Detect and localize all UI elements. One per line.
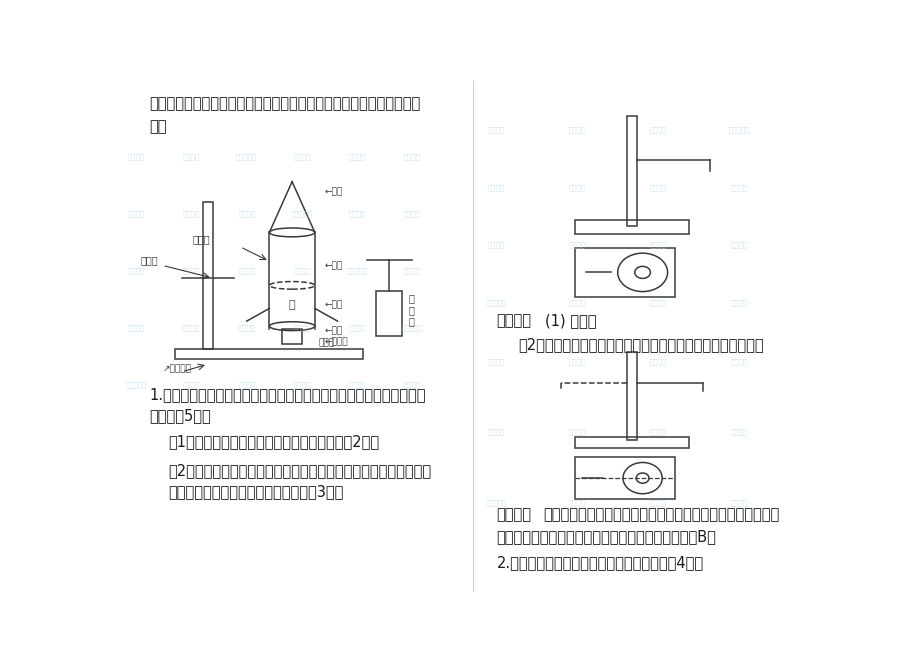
Text: 1.仔细观察发射架（由底座、支架、铁圈组成）的结构设计，完成以下: 1.仔细观察发射架（由底座、支架、铁圈组成）的结构设计，完成以下 [149,387,425,402]
Text: 2.请用方框图描述水火箭发射操作的流程。（4分）: 2.请用方框图描述水火箭发射操作的流程。（4分） [496,555,703,570]
Text: 构设计、绘制技术图样的综合实践能力。水平层次：B。: 构设计、绘制技术图样的综合实践能力。水平层次：B。 [496,529,716,545]
Text: 各题。（5分）: 各题。（5分） [149,408,210,424]
Text: 空。: 空。 [149,119,166,134]
Text: （1）简要指出发射架结构主要存在的问题。（2分）: （1）简要指出发射架结构主要存在的问题。（2分） [168,435,380,450]
Text: (1) 不稳定: (1) 不稳定 [544,313,596,328]
Text: 【说明】: 【说明】 [496,507,531,523]
Text: 饮料瓶中水在高压气体的作用下快速喷出，产生反冲力使水火箭发射升: 饮料瓶中水在高压气体的作用下快速喷出，产生反冲力使水火箭发射升 [149,96,420,111]
Text: 结构的稳定性、三视图及其画法。考查学生发现问题、进行结: 结构的稳定性、三视图及其画法。考查学生发现问题、进行结 [542,507,778,523]
Text: （2）下图是按所给主视方向对存在问题进行改进后的发射架主视图: （2）下图是按所给主视方向对存在问题进行改进后的发射架主视图 [168,463,431,478]
Text: （2）所缺线条共四处，两处为实现，两处为虚线，如下图所示: （2）所缺线条共四处，两处为实现，两处为虚线，如下图所示 [517,337,763,352]
Text: 和俯视图，请补全视图中所缺线条。（3分）: 和俯视图，请补全视图中所缺线条。（3分） [168,484,344,499]
Text: 【答案】: 【答案】 [496,313,531,328]
